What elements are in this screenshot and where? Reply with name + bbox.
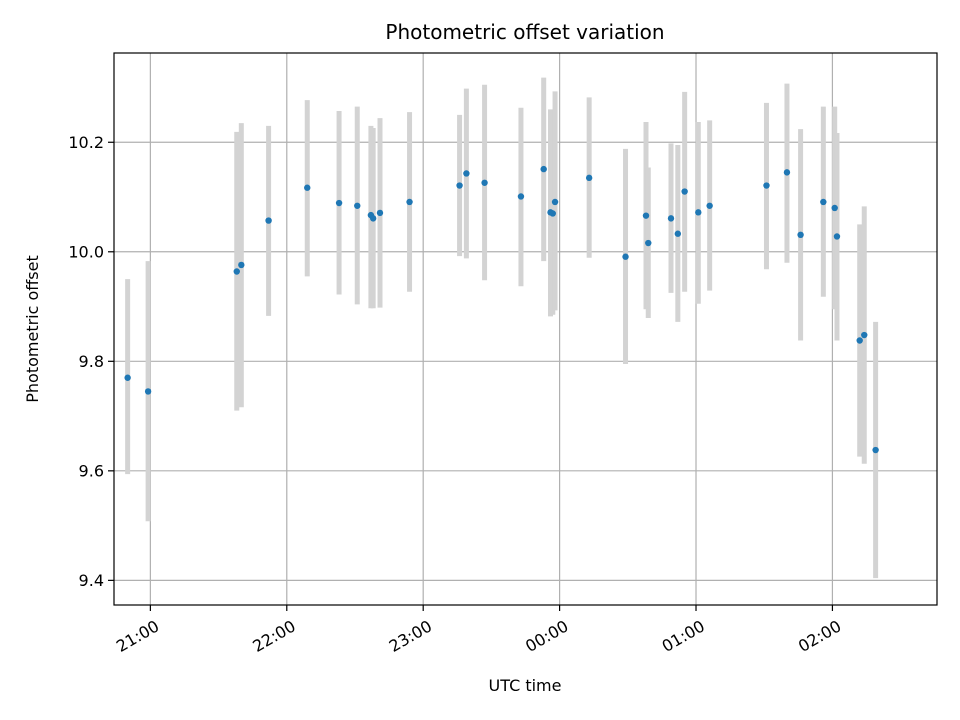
x-tick-label: 21:00 [113, 616, 162, 656]
data-point [642, 212, 650, 219]
data-point [549, 210, 556, 217]
plot-frame [113, 52, 938, 606]
data-point [681, 188, 688, 195]
data-point [124, 374, 131, 381]
data-point [304, 184, 311, 191]
y-tick-label: 9.4 [79, 571, 104, 590]
y-tick-label: 9.6 [79, 461, 104, 480]
data-point [833, 233, 841, 240]
data-point [820, 198, 827, 206]
data-point [695, 209, 702, 216]
data-point [763, 182, 770, 189]
data-point [238, 261, 245, 269]
data-point [861, 331, 868, 339]
data-point [354, 202, 361, 209]
data-point [406, 198, 413, 206]
y-tick-label: 10.0 [68, 242, 104, 261]
data-point [674, 230, 682, 237]
data-point [585, 174, 593, 182]
data-point [517, 193, 525, 200]
x-tick-label: 23:00 [386, 616, 435, 656]
data-point [872, 446, 879, 454]
x-tick-label: 22:00 [249, 616, 298, 656]
error-bars [125, 77, 879, 579]
x-tick-label: 00:00 [522, 616, 571, 656]
data-point [667, 215, 675, 222]
data-point [783, 169, 791, 176]
data-point [376, 209, 384, 217]
data-point [144, 388, 152, 395]
data-point [551, 198, 559, 206]
x-axis-ticks: 21:00 22:00 23:00 00:00 01:00 02:00 [113, 605, 844, 656]
data-point [540, 165, 547, 173]
chart-title: Photometric offset variation [385, 20, 664, 44]
data-point [831, 204, 838, 212]
data-point [335, 199, 343, 207]
data-point [706, 202, 713, 209]
data-point [645, 239, 652, 247]
x-tick-label: 02:00 [795, 616, 844, 656]
data-point [856, 337, 863, 344]
y-axis-title: Photometric offset [23, 255, 42, 403]
data-point [369, 215, 377, 222]
data-point [456, 182, 463, 189]
y-axis-ticks: 9.4 9.6 9.8 10.0 10.2 [68, 133, 114, 590]
data-point [265, 217, 272, 224]
data-point [233, 268, 240, 275]
x-axis-title: UTC time [489, 676, 562, 695]
data-points [124, 165, 879, 454]
data-point [481, 179, 488, 186]
data-point [797, 231, 804, 239]
y-tick-label: 9.8 [79, 352, 104, 371]
data-point [463, 170, 470, 177]
x-tick-label: 01:00 [659, 616, 708, 656]
data-point [622, 253, 629, 260]
y-tick-label: 10.2 [68, 133, 104, 152]
